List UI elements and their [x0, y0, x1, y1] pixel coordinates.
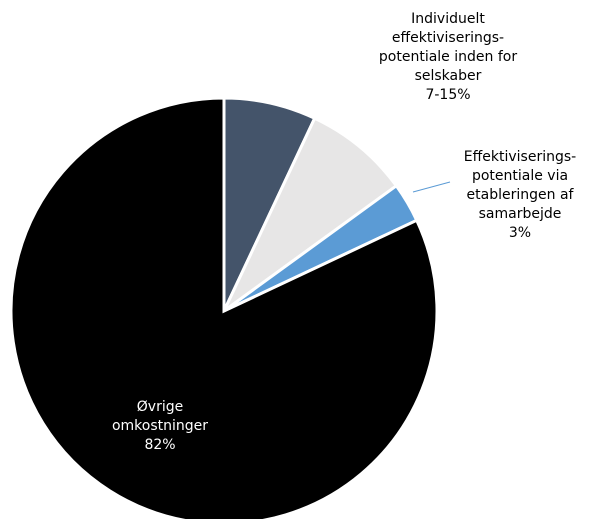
slice-label: Effektiviserings-potentiale via etableri…: [445, 148, 595, 243]
pie-slice: [9, 96, 439, 519]
slice-label: Øvrige omkostninger 82%: [100, 398, 220, 455]
pie-slice: [222, 116, 399, 313]
annotation-label: 7-15%: [425, 87, 471, 103]
slice-name: Øvrige omkostninger: [111, 399, 209, 434]
group-annotation: Individuelt effektiviserings-potentiale …: [362, 10, 534, 105]
slice-name: Effektiviserings-potentiale via etableri…: [463, 149, 577, 222]
leader-line: [412, 181, 451, 193]
slice-value: 82%: [144, 437, 176, 453]
annotation-text: Individuelt effektiviserings-potentiale …: [378, 11, 518, 84]
slice-value: 3%: [508, 225, 532, 241]
